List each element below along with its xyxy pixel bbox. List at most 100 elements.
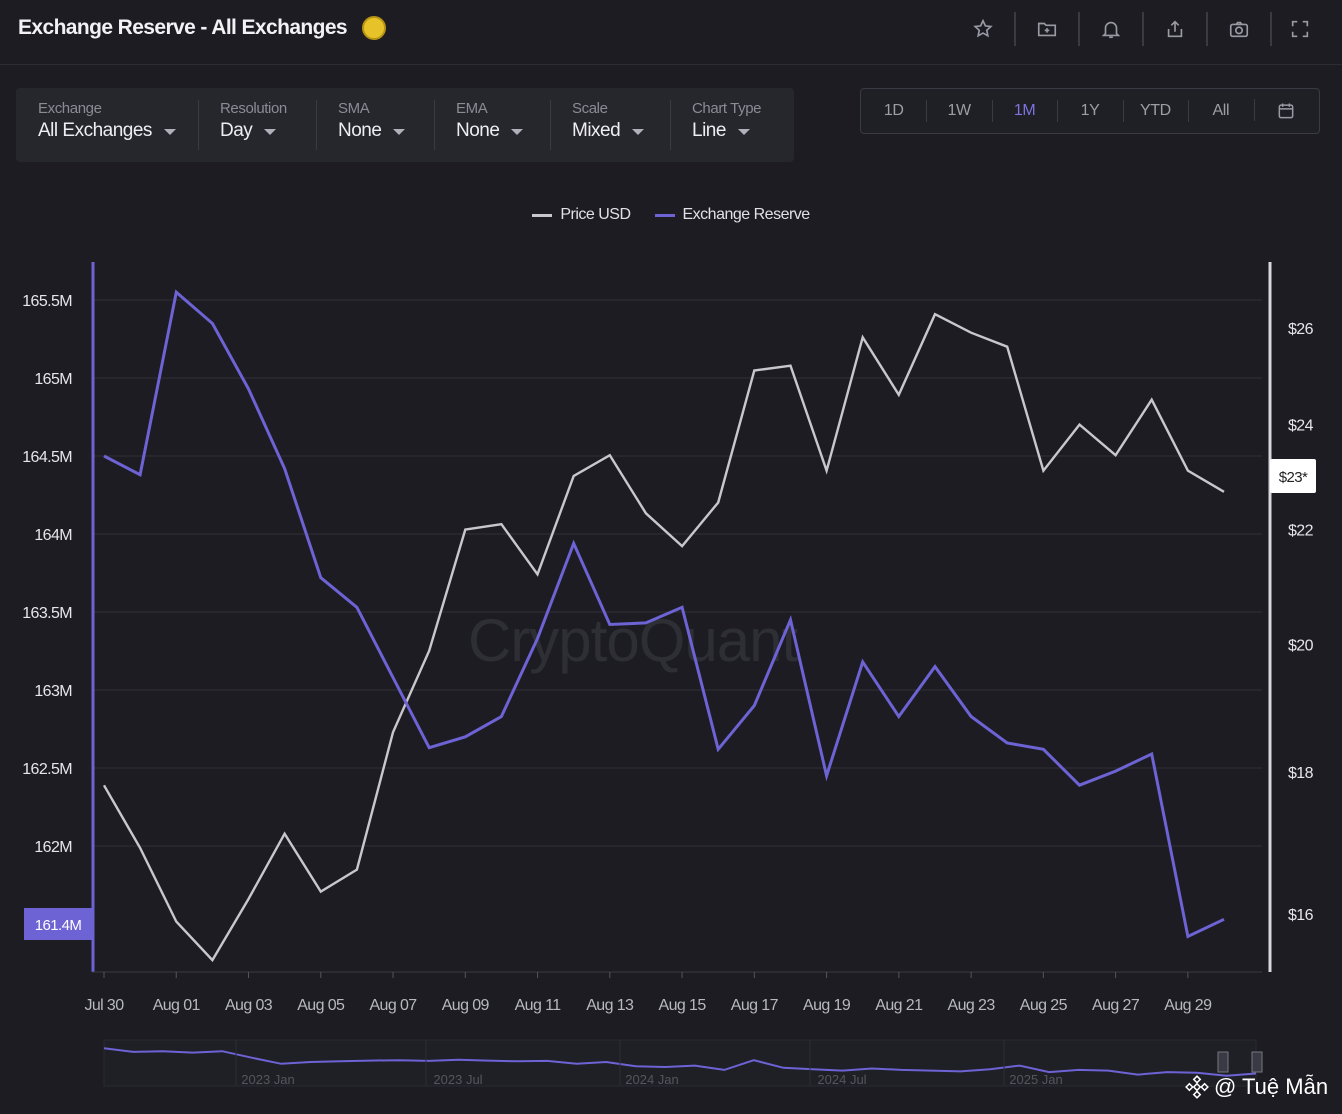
x-tick-label: Aug 29 [1164,997,1212,1014]
y-left-tick-label: 165M [34,371,72,388]
x-tick-label: Aug 09 [442,997,490,1014]
grid [92,299,1262,847]
price-line [102,312,1225,963]
x-tick-label: Aug 13 [586,997,634,1014]
reserve-line [103,289,1225,939]
resolution-select[interactable]: Resolution Day [198,88,316,162]
y-right-tick-label: $20 [1288,638,1314,655]
axis-labels: 162M 162.5M 163M 163.5M 164M 164.5M 165M 165.5M… [22,293,1316,1014]
legend-reserve[interactable]: Exchange Reserve [654,206,811,224]
y-right-tick-label: $24 [1288,418,1314,435]
x-tick-label: Aug 07 [369,997,417,1014]
diamond-logo-icon [1185,1075,1209,1099]
exchange-select[interactable]: Exchange All Exchanges [16,88,198,162]
legend-label-reserve: Exchange Reserve [682,206,811,223]
ema-label: EMA [456,100,488,117]
range-selector: 1D 1W 1M 1Y YTD All [860,88,1320,134]
y-right-tick-label: $26 [1288,321,1314,338]
resolution-value: Day [220,120,253,141]
current-reserve-box [24,908,92,940]
ema-select[interactable]: EMA None [434,88,550,162]
x-tick-label: Aug 27 [1092,997,1140,1014]
chart-legend: Price USD Exchange Reserve [0,206,1342,224]
toolbar [952,12,1328,46]
watermark: CryptoQuant [468,607,798,674]
current-price-box [1270,458,1316,493]
resolution-label: Resolution [220,100,287,117]
share-icon[interactable] [1144,12,1208,46]
sma-label: SMA [338,100,370,117]
current-reserve-label: 161.4M [35,917,82,934]
navigator-label: 2023 Jul [433,1072,482,1087]
chart-type-value: Line [692,120,726,141]
x-tick-label: Aug 25 [1020,997,1068,1014]
exchange-label: Exchange [38,100,102,117]
y-left-tick-label: 165.5M [22,293,72,310]
chevron-down-icon [393,129,406,135]
navigator-label: 2024 Jan [625,1072,679,1087]
chevron-down-icon [163,129,176,135]
range-all[interactable]: All [1188,100,1253,122]
x-tick-label: Aug 15 [659,997,707,1014]
series-lines [102,289,1225,963]
range-ytd[interactable]: YTD [1122,100,1188,122]
navigator-handle-left[interactable] [1217,1051,1229,1073]
ema-value: None [456,120,500,141]
axes [91,262,1272,978]
chevron-down-icon [632,129,645,135]
x-tick-label: Aug 23 [948,997,996,1014]
x-tick-label: Aug 21 [875,997,923,1014]
y-left-tick-label: 164M [34,527,72,544]
credit-text: @ Tuệ Mẫn [1214,1074,1329,1099]
chevron-down-icon [737,129,750,135]
navigator-label: 2024 Jul [817,1072,866,1087]
navigator[interactable]: 2023 Jan 2023 Jul 2024 Jan 2024 Jul 2025 Jan [103,1039,1263,1087]
range-1m[interactable]: 1M [991,100,1057,122]
exchange-value: All Exchanges [38,120,152,141]
author-credit: @ Tuệ Mẫn [1184,1074,1328,1100]
x-tick-label: Aug 01 [153,997,201,1014]
range-1d[interactable]: 1D [883,102,904,119]
current-price-label: $23* [1279,469,1308,486]
y-right-tick-label: $18 [1288,765,1314,782]
chart-type-select[interactable]: Chart Type Line [670,88,794,162]
x-tick-label: Aug 17 [731,997,779,1014]
bell-icon[interactable] [1080,12,1144,46]
y-left-tick-label: 164.5M [22,449,72,466]
y-right-tick-label: $16 [1288,907,1314,924]
range-1y[interactable]: 1Y [1057,100,1122,122]
top-bar: Exchange Reserve - All Exchanges [0,0,1342,65]
x-tick-label: Jul 30 [84,997,124,1014]
legend-price[interactable]: Price USD [532,206,631,224]
x-tick-label: Aug 19 [803,997,851,1014]
x-tick-label: Aug 11 [515,997,562,1014]
y-right-tick-label: $22 [1288,523,1314,540]
x-tick-label: Aug 05 [297,997,345,1014]
navigator-label: 2023 Jan [241,1072,295,1087]
legend-swatch-price [532,213,553,217]
scale-label: Scale [572,100,608,117]
page-title: Exchange Reserve - All Exchanges [18,16,348,39]
chart-type-label: Chart Type [692,100,762,117]
y-left-tick-label: 162M [34,839,72,856]
y-left-tick-label: 162.5M [22,761,72,778]
chart-controls: Exchange All Exchanges Resolution Day SM… [16,88,794,162]
legend-label-price: Price USD [560,206,631,223]
calendar-icon[interactable] [1253,99,1319,121]
star-icon[interactable] [952,12,1016,46]
fullscreen-icon[interactable] [1272,12,1328,46]
navigator-handle-right[interactable] [1251,1051,1263,1073]
y-left-tick-label: 163M [34,683,72,700]
folder-icon[interactable] [1016,12,1080,46]
scale-value: Mixed [572,120,621,141]
sma-select[interactable]: SMA None [316,88,434,162]
scale-select[interactable]: Scale Mixed [550,88,670,162]
camera-icon[interactable] [1208,12,1272,46]
x-tick-label: Aug 03 [225,997,273,1014]
chevron-down-icon [264,129,277,135]
navigator-label: 2025 Jan [1009,1072,1063,1087]
range-1w[interactable]: 1W [926,100,991,122]
coin-icon [362,16,386,40]
y-left-tick-label: 163.5M [22,605,72,622]
